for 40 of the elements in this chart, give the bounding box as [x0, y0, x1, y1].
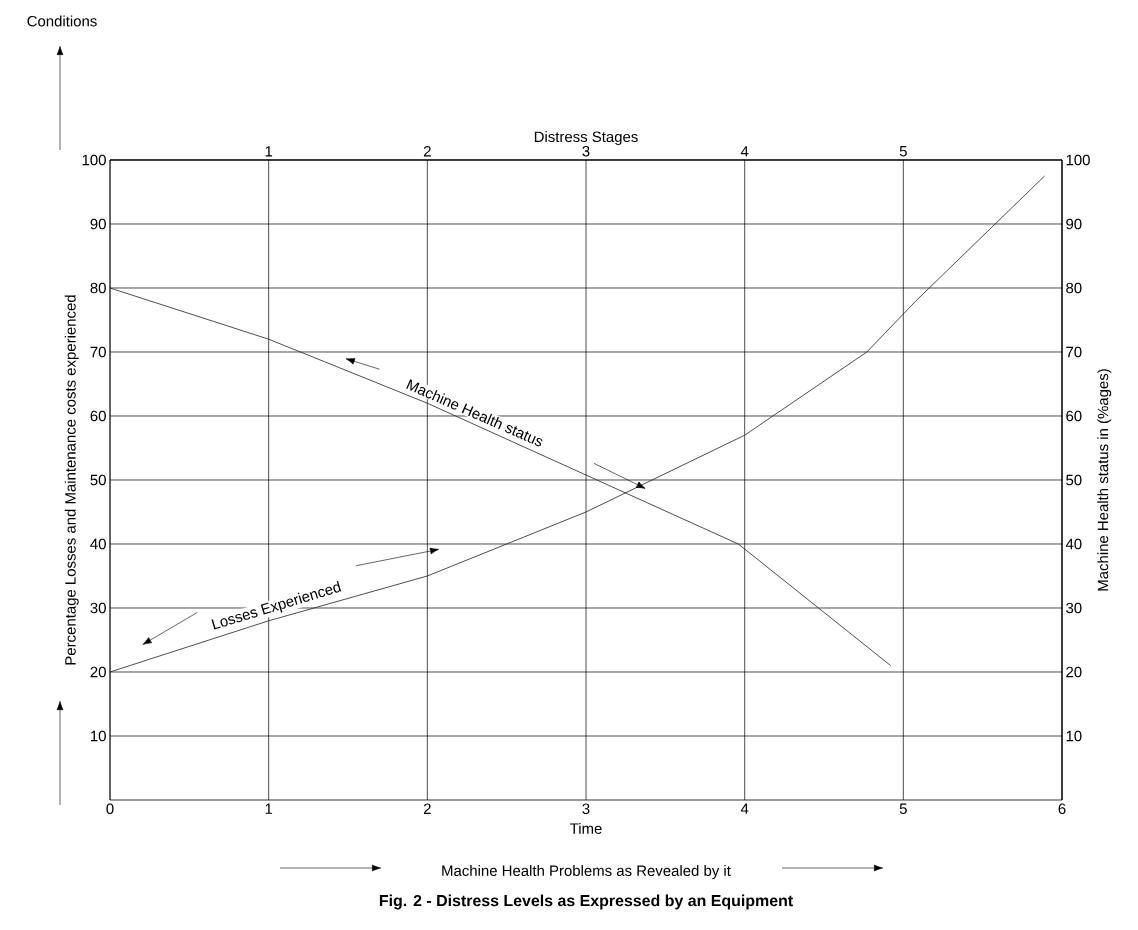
y2-tick-label: 10 [1066, 730, 1082, 742]
x2-tick-label: 1 [265, 146, 273, 157]
y-tick-label: 100 [82, 154, 106, 166]
x-tick-label: 0 [106, 803, 114, 815]
x2-tick-label: 2 [423, 146, 431, 157]
x-tick-label: 3 [582, 803, 590, 815]
y2-tick-label: 30 [1066, 602, 1082, 614]
y-tick-label: 60 [90, 410, 106, 422]
x-tick-label: 2 [423, 803, 431, 814]
x2-tick-label: 5 [899, 146, 907, 157]
x-tick-label: 1 [265, 803, 273, 814]
x-tick-label: 5 [899, 803, 907, 814]
y2-axis-title: Machine Health status in (%ages) [1097, 369, 1112, 591]
y-axis-title: Percentage Losses and Maintenance costs experienced [64, 295, 79, 665]
y2-tick-label: 100 [1066, 154, 1090, 166]
y2-tick-label: 50 [1066, 474, 1082, 486]
y2-tick-label: 80 [1066, 282, 1082, 294]
y-tick-label: 50 [90, 474, 106, 486]
x-tick-label: 6 [1058, 803, 1066, 815]
y2-tick-label: 60 [1066, 410, 1082, 422]
y-tick-label: 20 [90, 666, 106, 678]
text: Fig. 2 - Distress Levels as Expressed by an Equipment [379, 894, 793, 910]
y2-tick-label: 70 [1066, 346, 1082, 358]
y2-tick-label: 90 [1066, 218, 1082, 230]
x2-tick-label: 3 [582, 145, 590, 157]
y-tick-label: 80 [90, 282, 106, 294]
text: Machine Health Problems as Revealed by it [442, 865, 731, 879]
y-tick-label: 10 [91, 730, 106, 742]
x-tick-label: 4 [740, 803, 749, 814]
text: Conditions [27, 15, 97, 27]
line-series [110, 175, 1045, 673]
y2-tick-label: 20 [1066, 666, 1082, 678]
y-tick-label: 30 [90, 602, 106, 614]
x2-axis-title: Distress Stages [534, 131, 638, 146]
y2-tick-label: 40 [1065, 538, 1082, 550]
y-tick-label: 40 [90, 538, 106, 550]
x-axis-title: Time [570, 822, 602, 834]
x2-tick-label: 4 [740, 146, 749, 157]
y-tick-label: 70 [90, 346, 106, 358]
y-tick-label: 90 [90, 218, 106, 230]
